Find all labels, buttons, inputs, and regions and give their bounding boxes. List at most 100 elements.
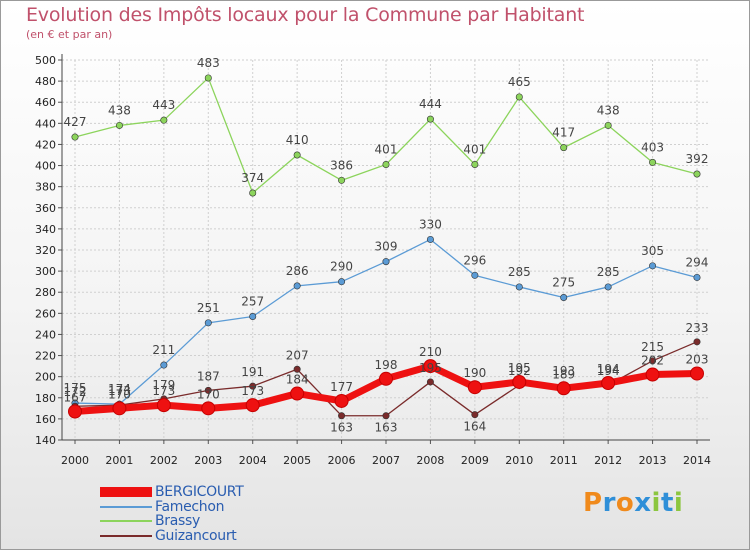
legend-label-famechon: Famechon	[155, 498, 225, 515]
data-point-brassy	[293, 151, 301, 159]
data-point-famechon	[426, 235, 434, 243]
data-label-famechon: 294	[686, 255, 709, 269]
data-label-guizancourt: 179	[152, 378, 175, 392]
data-point-famechon	[471, 271, 479, 279]
y-tick-label: 220	[35, 350, 56, 363]
y-tick-label: 500	[35, 54, 56, 67]
data-point-bergicourt	[467, 380, 482, 395]
data-label-famechon: 290	[330, 260, 353, 274]
y-tick-label: 440	[35, 117, 56, 130]
data-point-bergicourt	[68, 404, 82, 419]
data-point-bergicourt	[379, 371, 393, 386]
data-label-brassy: 443	[152, 98, 175, 112]
logo-letter: i	[673, 488, 684, 518]
data-label-brassy: 427	[64, 115, 87, 129]
data-point-brassy	[693, 170, 701, 178]
x-tick-label: 2006	[328, 454, 356, 467]
data-point-famechon	[338, 278, 346, 286]
data-label-bergicourt: 195	[508, 361, 531, 375]
data-label-bergicourt: 167	[64, 391, 87, 405]
data-point-famechon	[560, 293, 568, 301]
x-tick-label: 2008	[416, 454, 444, 467]
data-point-famechon	[160, 361, 168, 369]
data-label-brassy: 403	[641, 140, 664, 154]
data-point-brassy	[426, 115, 434, 123]
data-label-bergicourt: 202	[641, 354, 664, 368]
data-label-bergicourt: 210	[419, 345, 442, 359]
data-label-bergicourt: 194	[597, 362, 620, 376]
legend-swatch-bergicourt	[100, 487, 152, 497]
data-label-guizancourt: 187	[197, 369, 220, 383]
data-label-guizancourt: 215	[641, 340, 664, 354]
logo-letter: o	[615, 488, 635, 518]
data-label-guizancourt: 193	[552, 364, 575, 378]
data-label-brassy: 465	[508, 75, 531, 89]
data-point-brassy	[71, 133, 79, 141]
x-tick-label: 2011	[550, 454, 578, 467]
x-tick-label: 2004	[239, 454, 267, 467]
data-point-brassy	[515, 93, 523, 101]
data-label-bergicourt: 203	[686, 353, 709, 367]
data-point-famechon	[382, 258, 390, 266]
y-tick-label: 380	[35, 181, 56, 194]
y-tick-label: 200	[35, 371, 56, 384]
data-label-guizancourt: 163	[375, 421, 398, 435]
data-point-brassy	[471, 161, 479, 169]
y-tick-label: 340	[35, 223, 56, 236]
data-label-famechon: 257	[241, 295, 264, 309]
data-label-guizancourt: 172	[64, 385, 87, 399]
data-label-famechon: 309	[375, 240, 398, 254]
legend-label-brassy: Brassy	[155, 513, 201, 529]
logo-letter: i	[651, 488, 661, 518]
data-point-brassy	[160, 116, 168, 124]
data-point-brassy	[382, 161, 390, 169]
y-tick-label: 480	[35, 75, 56, 88]
data-point-famechon	[649, 262, 657, 270]
data-label-famechon: 211	[152, 343, 175, 357]
y-tick-label: 400	[35, 160, 56, 173]
x-tick-label: 2013	[639, 454, 667, 467]
data-label-famechon: 175	[64, 381, 87, 395]
data-label-bergicourt: 170	[108, 387, 131, 401]
data-label-brassy: 386	[330, 158, 353, 172]
data-point-famechon	[249, 312, 257, 320]
data-point-bergicourt	[690, 366, 704, 381]
data-point-guizancourt	[382, 412, 390, 420]
data-point-guizancourt	[204, 386, 212, 394]
data-label-bergicourt: 170	[197, 387, 220, 401]
data-label-bergicourt: 184	[286, 373, 309, 387]
data-label-brassy: 444	[419, 97, 442, 111]
data-point-famechon	[515, 283, 523, 291]
data-point-guizancourt	[293, 365, 301, 373]
y-tick-label: 300	[35, 265, 56, 278]
data-point-brassy	[115, 121, 123, 129]
data-point-bergicourt	[112, 401, 127, 416]
legend-swatch-guizancourt	[100, 534, 152, 537]
data-label-brassy: 392	[686, 152, 709, 166]
series-layer	[68, 74, 704, 420]
data-point-brassy	[249, 189, 257, 197]
axis-layer: 140 160 180 200 220 240 260 280 300 320 340 360 380 4…	[35, 54, 711, 467]
data-label-bergicourt: 177	[330, 380, 353, 394]
x-tick-label: 2014	[683, 454, 711, 467]
data-label-brassy: 483	[197, 56, 220, 70]
data-label-guizancourt: 194	[597, 364, 620, 378]
data-label-bergicourt: 190	[463, 366, 486, 380]
y-tick-label: 260	[35, 307, 56, 320]
data-point-bergicourt	[245, 398, 260, 413]
data-point-bergicourt	[645, 367, 660, 382]
data-point-guizancourt	[426, 378, 434, 386]
x-tick-label: 2007	[372, 454, 400, 467]
logo-letter: P	[583, 488, 603, 518]
data-point-bergicourt	[556, 381, 571, 396]
chart-title: Evolution des Impôts locaux pour la Comm…	[26, 4, 585, 26]
data-label-bergicourt: 198	[375, 358, 398, 372]
x-tick-label: 2003	[194, 454, 222, 467]
data-label-famechon: 275	[552, 276, 575, 290]
data-label-brassy: 401	[375, 143, 398, 157]
data-point-guizancourt	[471, 411, 479, 419]
data-point-bergicourt	[423, 359, 438, 374]
data-point-brassy	[338, 176, 346, 184]
